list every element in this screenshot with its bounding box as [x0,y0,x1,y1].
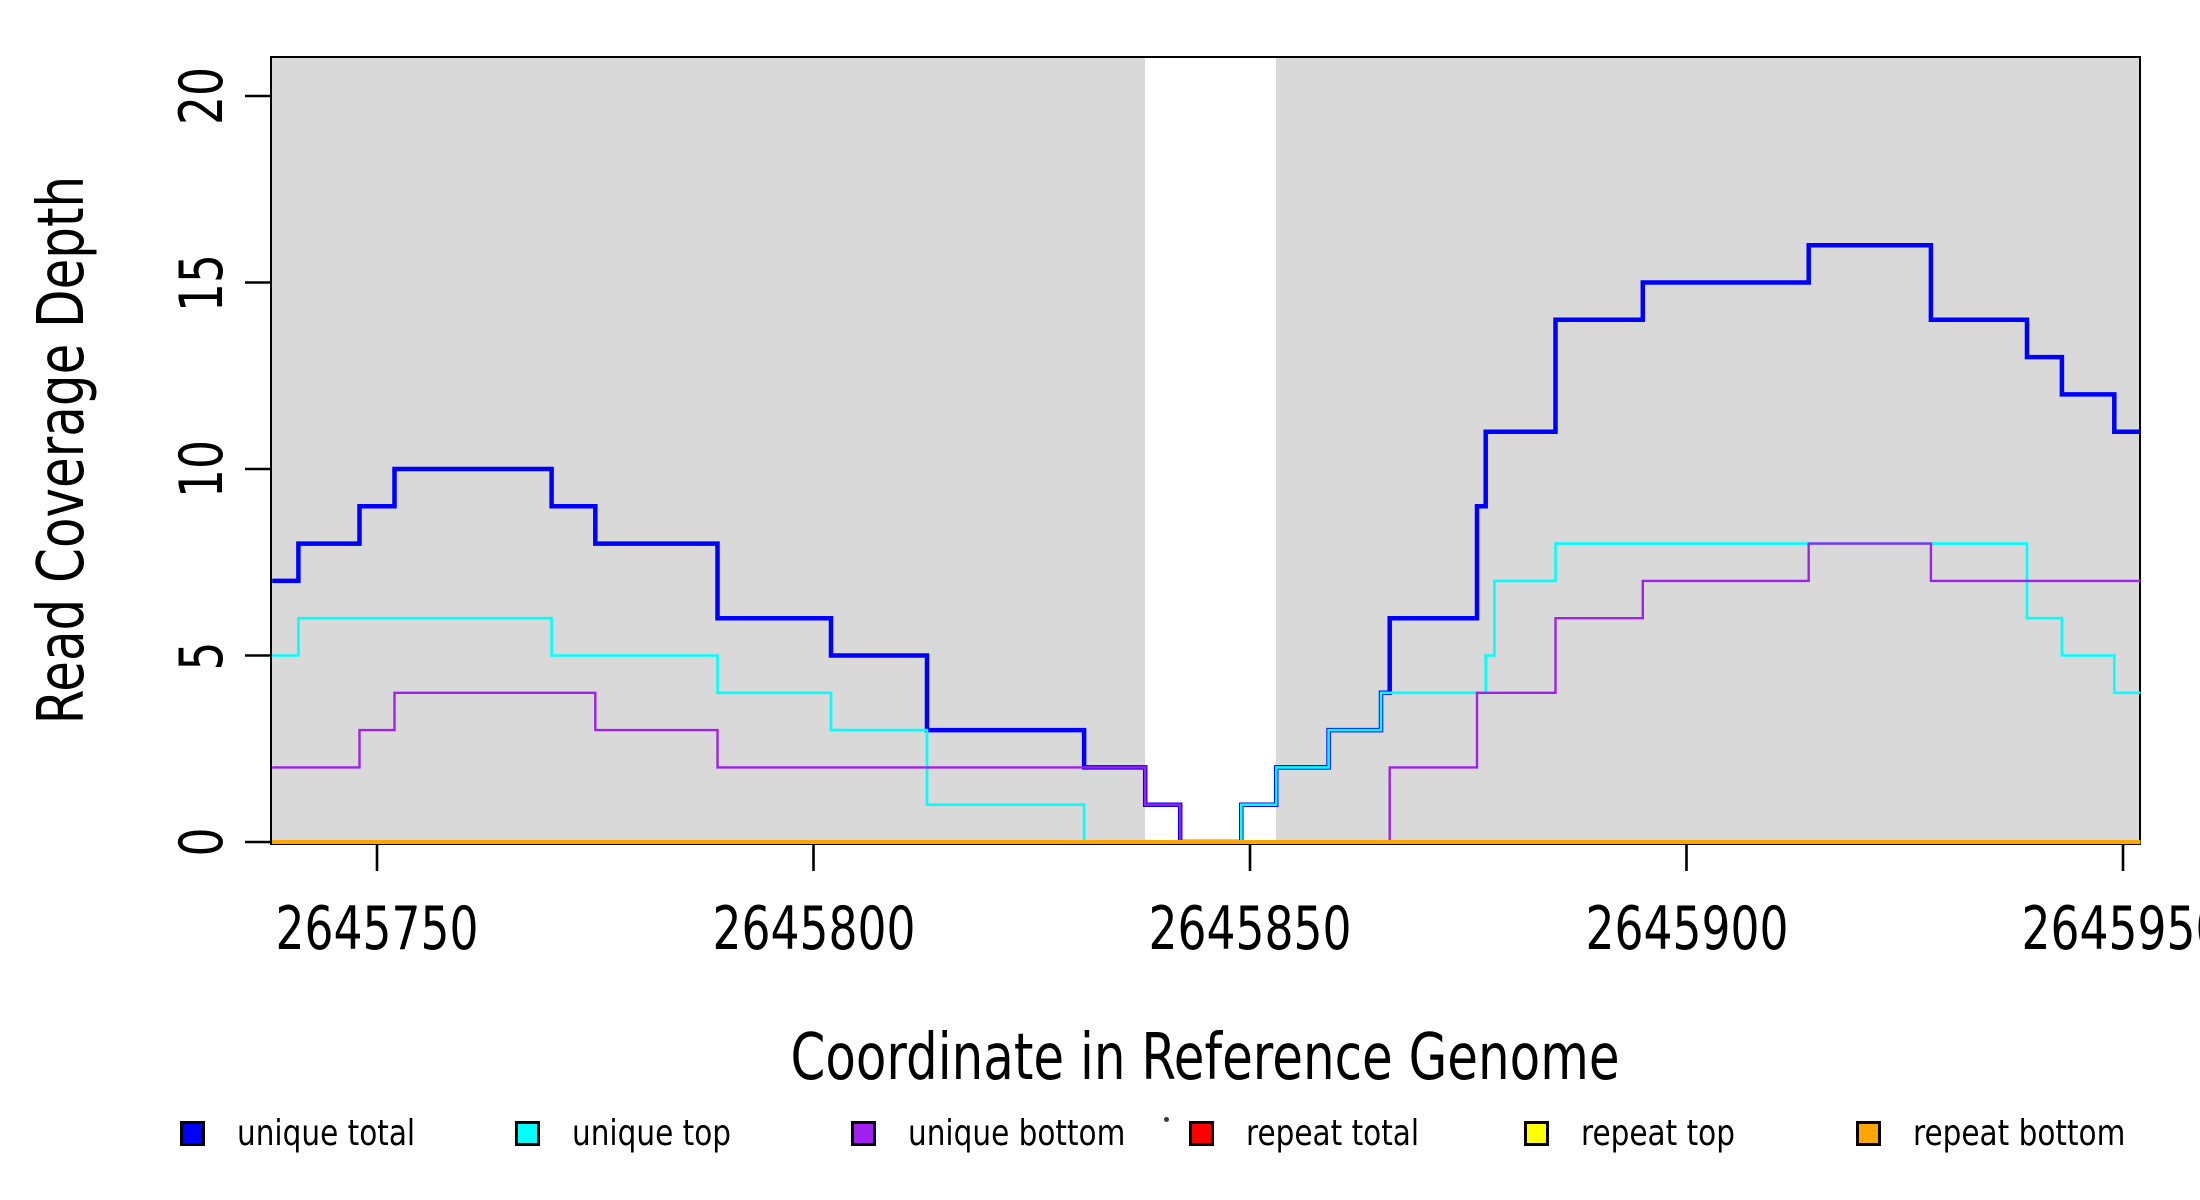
legend-swatch-unique-total [180,1121,205,1146]
x-tick-label-2645850: 2645850 [1148,894,1352,964]
y-tick-label-20: 20 [167,66,237,126]
legend-swatch-unique-bottom [851,1121,876,1146]
shaded-region-0 [272,57,1146,844]
x-tick-label-2645800: 2645800 [711,894,916,964]
y-tick-label-15: 15 [167,253,237,312]
x-tick-label-2645750: 2645750 [275,894,479,964]
legend-swatch-repeat-top [1524,1121,1549,1146]
shaded-region-1 [1276,57,2141,844]
legend-label-unique-top: unique top [572,1113,731,1154]
y-tick-label-5: 5 [167,640,237,671]
y-tick-label-10: 10 [167,439,237,499]
legend-swatch-unique-top [515,1121,540,1146]
legend-label-repeat-total: repeat total [1246,1113,1420,1154]
legend-label-unique-bottom: unique bottom [908,1113,1126,1154]
x-axis-title: Coordinate in Reference Genome [790,1021,1620,1095]
y-tick-label-0: 0 [167,827,237,857]
legend-swatch-repeat-bottom [1856,1121,1881,1146]
legend-label-unique-total: unique total [237,1113,416,1154]
y-axis-title: Read Coverage Depth [25,175,99,725]
stray-dot [1164,1117,1169,1122]
x-tick-label-2645900: 2645900 [1584,894,1789,964]
legend-swatch-repeat-total [1189,1121,1214,1146]
legend-label-repeat-top: repeat top [1581,1113,1735,1154]
legend-label-repeat-bottom: repeat bottom [1913,1113,2126,1154]
